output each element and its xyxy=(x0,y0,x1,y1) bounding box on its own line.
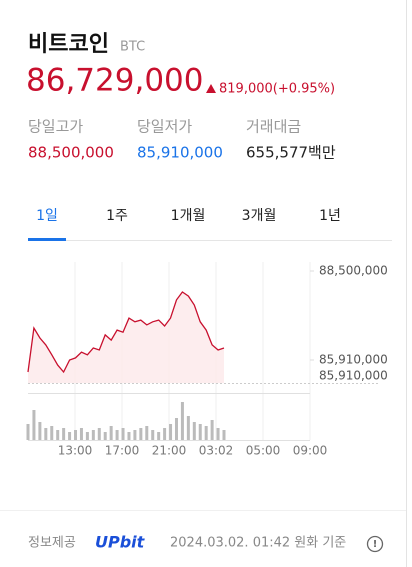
volume-bar xyxy=(180,402,184,440)
volume-bar xyxy=(133,430,137,440)
volume-bar xyxy=(26,424,30,440)
volume-bar xyxy=(198,424,202,440)
coin-symbol: BTC xyxy=(120,40,145,55)
stat-label: 거래대금 xyxy=(246,118,301,136)
volume-bar xyxy=(115,430,119,440)
volume-bar xyxy=(38,422,42,440)
volume-bar xyxy=(85,432,89,440)
price-line xyxy=(27,291,225,374)
volume-bar xyxy=(174,418,178,440)
volume-bar xyxy=(169,424,173,440)
price-area xyxy=(28,292,224,383)
provider-logo: UPbit xyxy=(95,533,146,552)
volume-bar xyxy=(62,428,66,440)
info-icon-mark: ! xyxy=(373,539,378,550)
volume-bar xyxy=(145,426,149,440)
volume-bar xyxy=(216,428,220,440)
volume-bar xyxy=(192,422,196,440)
volume-bar xyxy=(127,432,131,440)
volume-bar xyxy=(68,432,72,440)
info-icon[interactable] xyxy=(366,535,384,553)
tab[interactable]: 1년 xyxy=(319,208,341,224)
x-label: 13:00 xyxy=(58,444,93,458)
volume-bar xyxy=(139,428,143,440)
stat-value: 85,910,000 xyxy=(137,144,223,162)
volume-bar xyxy=(103,432,107,440)
volume-bar xyxy=(44,428,48,440)
x-label: 17:00 xyxy=(105,444,140,458)
volume-bar xyxy=(32,410,36,440)
stat-value: 88,500,000 xyxy=(28,144,114,162)
volume-bar xyxy=(50,426,54,440)
volume-bar xyxy=(204,426,208,440)
timestamp: 2024.03.02. 01:42 원화 기준 xyxy=(170,536,346,551)
volume-bar xyxy=(163,428,167,440)
tab-underline xyxy=(28,238,66,241)
x-label: 03:02 xyxy=(199,444,234,458)
source-label: 정보제공 xyxy=(28,536,76,551)
coin-title: 비트코인 xyxy=(28,32,109,57)
volume-bar xyxy=(121,428,125,440)
volume-bar xyxy=(56,430,60,440)
y-tick-label: 85,910,000 xyxy=(319,352,388,366)
volume-bar xyxy=(157,432,161,440)
stat-label: 당일저가 xyxy=(137,118,192,136)
volume-bar xyxy=(151,430,155,440)
tab[interactable]: 1주 xyxy=(106,208,128,224)
volume-bar xyxy=(186,416,190,440)
low-label: 85,910,000 xyxy=(319,369,388,383)
up-arrow xyxy=(206,84,216,93)
x-label: 05:00 xyxy=(246,444,281,458)
volume-bar xyxy=(74,430,78,440)
current-price: 86,729,000 xyxy=(26,63,204,99)
volume-bar xyxy=(210,420,214,440)
volume-bar xyxy=(97,428,101,440)
tab[interactable]: 1일 xyxy=(36,208,58,224)
stat-label: 당일고가 xyxy=(28,118,83,136)
volume-bar xyxy=(222,430,226,440)
x-label: 21:00 xyxy=(152,444,187,458)
tab[interactable]: 3개월 xyxy=(242,208,277,224)
price-change: 819,000(+0.95%) xyxy=(219,82,335,97)
volume-bar xyxy=(109,426,113,440)
volume-bar xyxy=(91,430,95,440)
volume-bar xyxy=(79,428,83,440)
tab[interactable]: 1개월 xyxy=(171,208,206,224)
y-tick-label: 88,500,000 xyxy=(319,264,388,278)
x-label: 09:00 xyxy=(293,444,328,458)
stat-value: 655,577백만 xyxy=(246,144,336,162)
